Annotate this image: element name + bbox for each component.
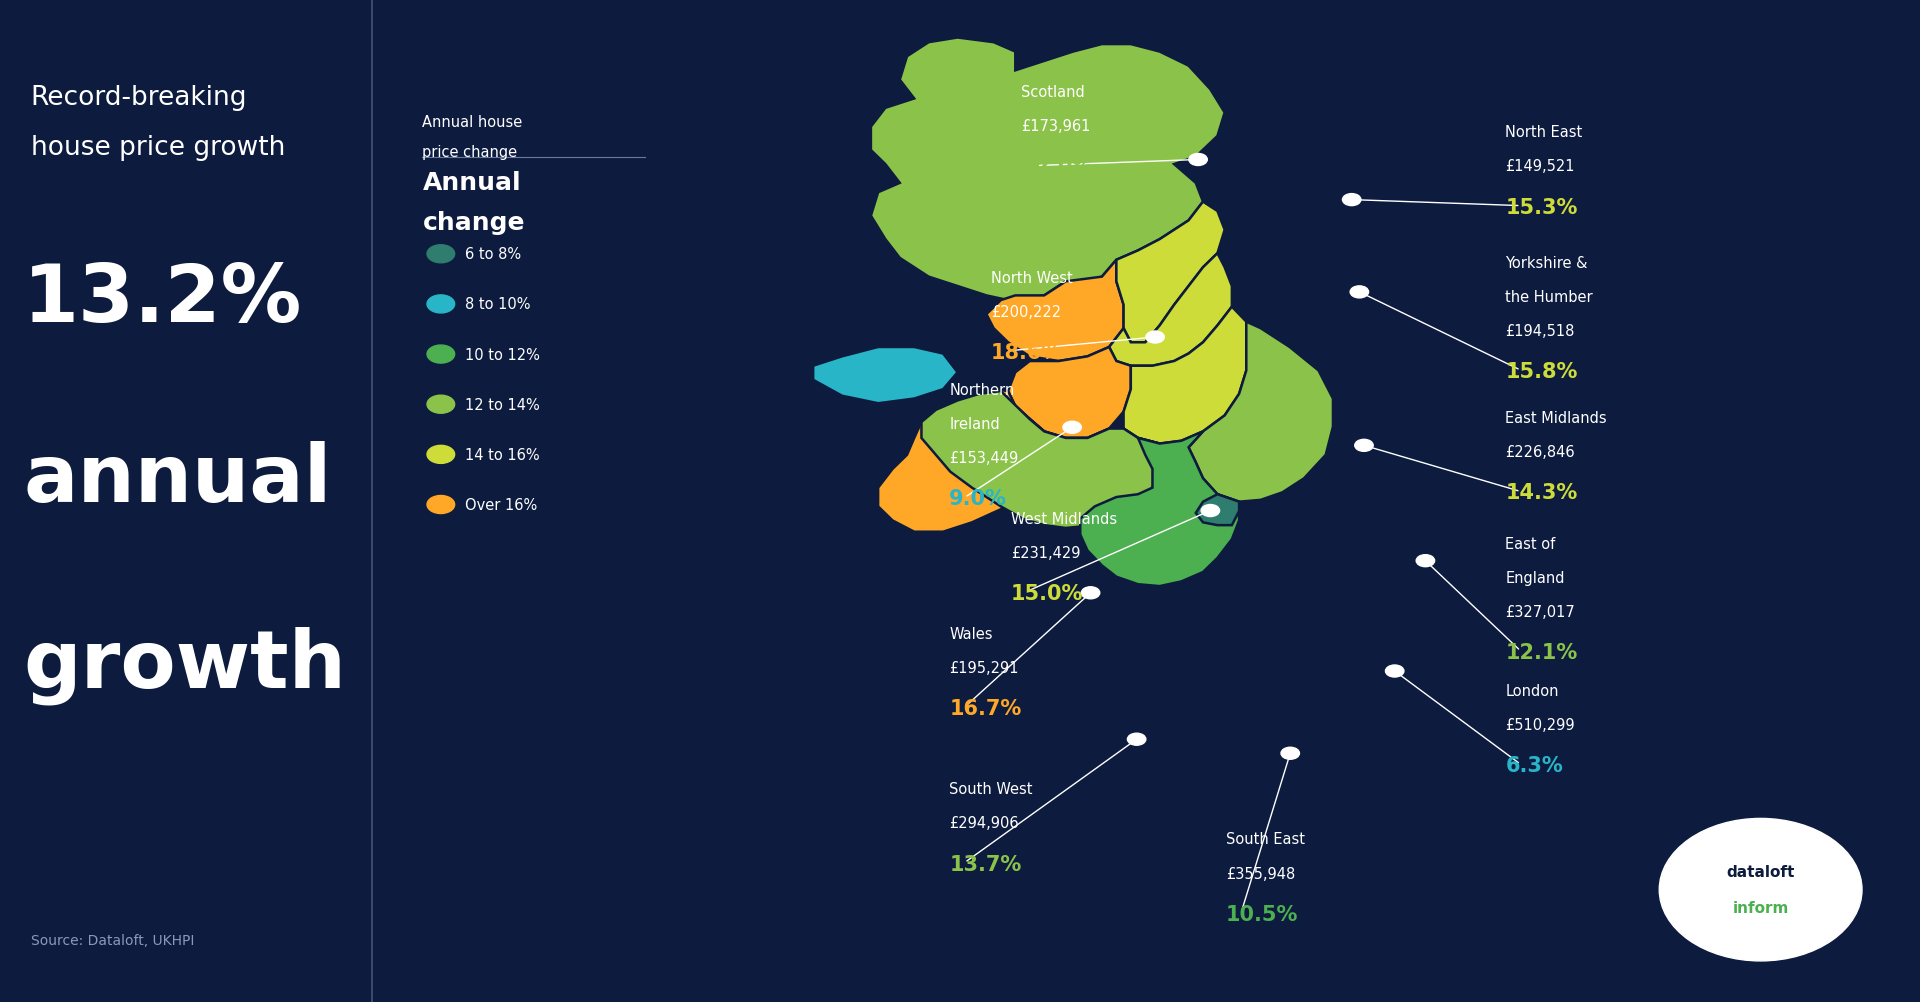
Polygon shape [1081, 432, 1238, 586]
Text: England: England [1505, 570, 1565, 585]
Circle shape [426, 296, 455, 314]
Polygon shape [1116, 202, 1225, 343]
Text: dataloft: dataloft [1726, 865, 1795, 880]
Text: Annual: Annual [422, 170, 520, 194]
Circle shape [1202, 505, 1219, 517]
Text: annual: annual [23, 441, 332, 519]
Text: £294,906: £294,906 [948, 816, 1020, 831]
Circle shape [1188, 154, 1208, 166]
Circle shape [426, 245, 455, 264]
Text: Over 16%: Over 16% [465, 498, 538, 512]
Circle shape [1064, 422, 1081, 434]
Text: 6 to 8%: 6 to 8% [465, 247, 522, 262]
Polygon shape [1188, 323, 1332, 502]
Text: 12 to 14%: 12 to 14% [465, 398, 540, 412]
Circle shape [1386, 665, 1404, 677]
Circle shape [1356, 440, 1373, 452]
Polygon shape [877, 390, 1044, 532]
Circle shape [1417, 555, 1434, 567]
Polygon shape [1196, 495, 1238, 526]
Text: Scotland: Scotland [1021, 85, 1085, 100]
Text: 16.7%: 16.7% [948, 698, 1021, 718]
Text: 6.3%: 6.3% [1505, 756, 1563, 776]
Text: Yorkshire &: Yorkshire & [1505, 256, 1588, 271]
Text: growth: growth [23, 626, 346, 704]
Text: East Midlands: East Midlands [1505, 411, 1607, 426]
Text: change: change [422, 210, 524, 234]
Text: inform: inform [1732, 900, 1789, 915]
Text: 18.6%: 18.6% [991, 343, 1064, 363]
Text: 13.7%: 13.7% [948, 854, 1021, 874]
Circle shape [426, 446, 455, 464]
Circle shape [1350, 287, 1369, 299]
Text: 14.3%: 14.3% [1505, 483, 1578, 503]
Text: £153,449: £153,449 [948, 451, 1018, 466]
Circle shape [1127, 733, 1146, 745]
Polygon shape [1008, 407, 1160, 526]
Text: 9.0%: 9.0% [948, 489, 1008, 509]
Text: £173,961: £173,961 [1021, 119, 1091, 134]
Text: the Humber: the Humber [1505, 290, 1594, 305]
Circle shape [1281, 747, 1300, 760]
Text: £200,222: £200,222 [991, 305, 1062, 320]
Polygon shape [987, 261, 1123, 362]
Text: Ireland: Ireland [948, 417, 1000, 432]
Polygon shape [814, 348, 958, 404]
Text: London: London [1505, 683, 1559, 698]
Text: £327,017: £327,017 [1505, 604, 1574, 619]
Text: Wales: Wales [948, 626, 993, 641]
Polygon shape [922, 392, 1160, 528]
Text: Record-breaking: Record-breaking [31, 85, 248, 111]
Circle shape [426, 346, 455, 364]
Text: 10 to 12%: 10 to 12% [465, 348, 540, 362]
Circle shape [1146, 332, 1164, 344]
Text: price change: price change [422, 145, 518, 160]
Text: £226,846: £226,846 [1505, 445, 1574, 460]
Text: North West: North West [991, 271, 1073, 286]
Text: South East: South East [1225, 832, 1306, 847]
Circle shape [1659, 819, 1862, 961]
Text: 12.1%: 12.1% [1505, 642, 1578, 662]
Text: North East: North East [1505, 125, 1582, 140]
Circle shape [426, 496, 455, 514]
Text: 15.8%: 15.8% [1505, 362, 1578, 382]
Text: £149,521: £149,521 [1505, 159, 1574, 174]
Text: Annual house: Annual house [422, 115, 522, 130]
Polygon shape [1110, 254, 1233, 367]
Text: 13.2%: 13.2% [23, 261, 301, 339]
Text: 10.5%: 10.5% [1225, 904, 1298, 924]
Circle shape [1081, 587, 1100, 599]
Polygon shape [872, 38, 1225, 301]
Text: 12.0%: 12.0% [1021, 157, 1094, 177]
Text: house price growth: house price growth [31, 135, 284, 161]
Text: Northern: Northern [948, 383, 1014, 398]
Circle shape [426, 396, 455, 414]
Text: South West: South West [948, 782, 1033, 797]
Text: £194,518: £194,518 [1505, 324, 1574, 339]
Text: £195,291: £195,291 [948, 660, 1020, 675]
Text: West Midlands: West Midlands [1010, 511, 1117, 526]
Text: £231,429: £231,429 [1010, 545, 1081, 560]
Text: 15.3%: 15.3% [1505, 197, 1578, 217]
Text: 8 to 10%: 8 to 10% [465, 298, 532, 312]
Text: £355,948: £355,948 [1225, 866, 1294, 881]
Text: East of: East of [1505, 536, 1555, 551]
Circle shape [1342, 194, 1361, 206]
Polygon shape [1123, 308, 1246, 444]
Polygon shape [1008, 348, 1131, 439]
Text: 15.0%: 15.0% [1010, 583, 1083, 603]
Text: Source: Dataloft, UKHPI: Source: Dataloft, UKHPI [31, 933, 194, 947]
Text: £510,299: £510,299 [1505, 717, 1574, 732]
Text: 14 to 16%: 14 to 16% [465, 448, 540, 462]
